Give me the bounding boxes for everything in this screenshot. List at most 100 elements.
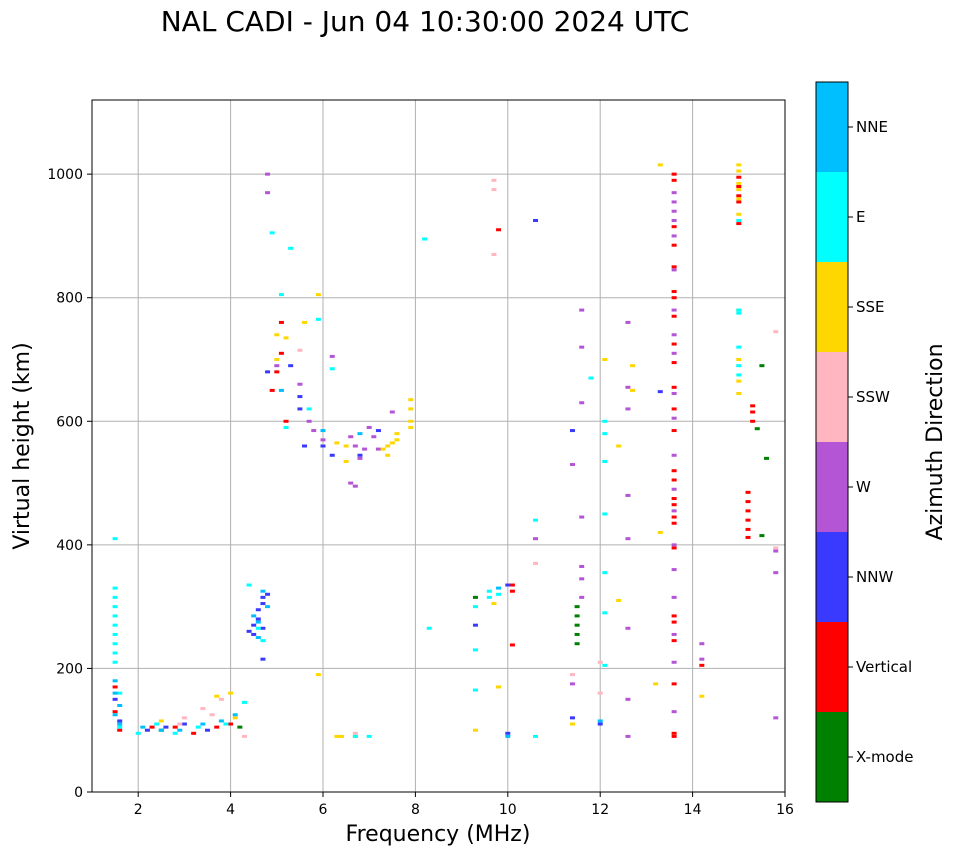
data-point-sse	[334, 441, 340, 445]
data-point-e	[736, 308, 742, 312]
data-point-vertical	[750, 404, 756, 408]
data-point-vertical	[671, 407, 677, 411]
data-point-vertical	[671, 682, 677, 686]
data-point-w	[579, 577, 585, 581]
data-point-w	[699, 657, 705, 661]
data-point-x-mode	[574, 614, 580, 618]
colorbar-segment-nne	[816, 82, 848, 172]
data-point-w	[579, 401, 585, 405]
data-point-vertical	[671, 361, 677, 365]
data-point-e	[112, 632, 118, 636]
data-point-vertical	[149, 725, 155, 729]
data-point-e	[117, 691, 123, 695]
colorbar-tick-label: SSE	[856, 298, 885, 316]
data-point-vertical	[745, 535, 751, 539]
data-point-sse	[616, 598, 622, 602]
data-point-w	[625, 493, 631, 497]
data-point-sse	[408, 398, 414, 402]
data-point-w	[671, 268, 677, 272]
data-point-e	[154, 722, 160, 726]
data-point-w	[625, 734, 631, 738]
data-point-ssw	[218, 697, 224, 701]
data-point-nnw	[265, 592, 271, 596]
x-tick-label: 14	[684, 802, 702, 818]
data-point-vertical	[671, 265, 677, 269]
data-point-w	[265, 191, 271, 195]
data-point-w	[320, 438, 326, 442]
data-point-nnw	[657, 390, 663, 394]
data-point-ssw	[200, 707, 206, 711]
data-point-vertical	[671, 614, 677, 618]
data-point-sse	[302, 320, 308, 324]
data-point-sse	[394, 432, 400, 436]
data-point-nnw	[117, 719, 123, 723]
data-point-vertical	[671, 225, 677, 229]
data-point-e	[283, 425, 289, 429]
data-point-w	[671, 487, 677, 491]
data-point-vertical	[671, 521, 677, 525]
data-point-sse	[343, 444, 349, 448]
data-point-w	[579, 345, 585, 349]
colorbar-segment-e	[816, 172, 848, 262]
data-point-w	[671, 234, 677, 238]
data-point-w	[569, 682, 575, 686]
data-point-w	[274, 364, 280, 368]
colorbar-segment-ssw	[816, 352, 848, 442]
colorbar-segment-vertical	[816, 622, 848, 712]
data-point-vertical	[671, 731, 677, 735]
data-point-w	[297, 382, 303, 386]
data-point-w	[671, 416, 677, 420]
data-point-nne	[158, 728, 164, 732]
data-point-vertical	[671, 385, 677, 389]
data-point-w	[625, 537, 631, 541]
data-point-e	[112, 595, 118, 599]
data-point-w	[671, 543, 677, 547]
data-point-nne	[496, 586, 502, 590]
data-point-e	[112, 660, 118, 664]
data-point-vertical	[671, 296, 677, 300]
data-point-e	[135, 731, 141, 735]
data-point-w	[348, 481, 354, 485]
data-point-w	[671, 391, 677, 395]
data-point-vertical	[736, 222, 742, 226]
data-point-vertical	[283, 419, 289, 423]
data-point-sse	[232, 716, 238, 720]
data-point-sse	[158, 719, 164, 723]
data-point-sse	[380, 447, 386, 451]
data-point-vertical	[745, 509, 751, 513]
x-tick-label: 2	[134, 802, 143, 818]
y-tick-label: 800	[56, 291, 83, 307]
data-point-vertical	[671, 620, 677, 624]
colorbar: X-mode Vertical NNW W SSW SSE E NNE	[815, 81, 913, 803]
data-point-nne	[320, 429, 326, 433]
data-point-ssw	[177, 722, 183, 726]
data-point-vertical	[671, 290, 677, 294]
data-point-nnw	[472, 623, 478, 627]
data-point-e	[329, 367, 335, 371]
data-point-sse	[334, 734, 340, 738]
data-point-e	[602, 512, 608, 516]
data-point-e	[472, 688, 478, 692]
data-point-sse	[274, 333, 280, 337]
data-point-vertical	[214, 725, 220, 729]
data-point-vertical	[671, 503, 677, 507]
data-point-nne	[218, 719, 224, 723]
data-point-e	[472, 605, 478, 609]
data-point-x-mode	[472, 595, 478, 599]
data-point-sse	[408, 419, 414, 423]
data-point-sse	[736, 379, 742, 383]
data-point-x-mode	[574, 623, 580, 627]
data-point-ssw	[241, 734, 247, 738]
data-point-w	[671, 509, 677, 513]
data-point-nnw	[569, 716, 575, 720]
data-point-nnw	[505, 731, 511, 735]
data-point-w	[671, 191, 677, 195]
data-point-e	[602, 459, 608, 463]
data-point-nne	[255, 636, 261, 640]
y-tick-label: 1000	[47, 167, 83, 183]
data-point-vertical	[745, 527, 751, 531]
data-point-e	[112, 623, 118, 627]
data-point-sse	[385, 453, 391, 457]
data-point-ssw	[597, 691, 603, 695]
